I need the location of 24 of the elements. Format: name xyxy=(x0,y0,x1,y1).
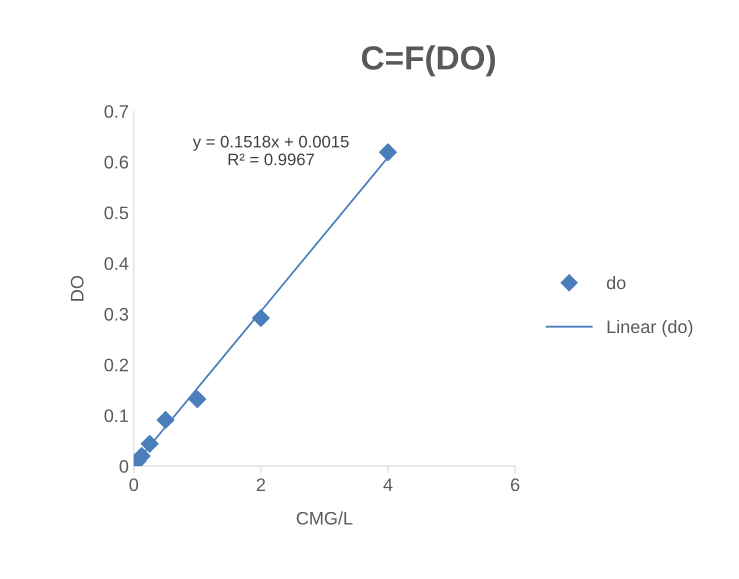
y-tick-label: 0.4 xyxy=(104,257,128,270)
point xyxy=(252,309,270,327)
x-tick-label: 2 xyxy=(256,478,265,491)
y-tick-label: 0.2 xyxy=(104,358,128,372)
y-tick-label: 0.5 xyxy=(104,206,128,220)
y-tick-label: 0.7 xyxy=(104,105,128,118)
chart-title: C=F(DO) xyxy=(362,45,496,76)
point xyxy=(156,411,174,429)
y-tick-label: 0 xyxy=(120,460,128,473)
legend-label: Linear (do) xyxy=(608,320,692,337)
annotation: y = 0.1518x + 0.0015 xyxy=(192,136,349,151)
legend-label: do xyxy=(606,276,626,290)
y-tick-label: 0.1 xyxy=(104,409,128,422)
y-tick-label: 0.6 xyxy=(104,156,128,169)
annotation: R² = 0.9967 xyxy=(228,154,314,166)
x-tick-label: 6 xyxy=(510,478,520,492)
x-tick-label: 0 xyxy=(129,478,138,492)
x-axis-title: CMG/L xyxy=(296,511,352,525)
point xyxy=(379,143,397,162)
y-axis-title: DO xyxy=(70,276,84,301)
point xyxy=(140,434,159,453)
x-tick-label: 4 xyxy=(383,478,392,491)
y-tick-label: 0.3 xyxy=(104,308,128,321)
point xyxy=(188,390,206,408)
